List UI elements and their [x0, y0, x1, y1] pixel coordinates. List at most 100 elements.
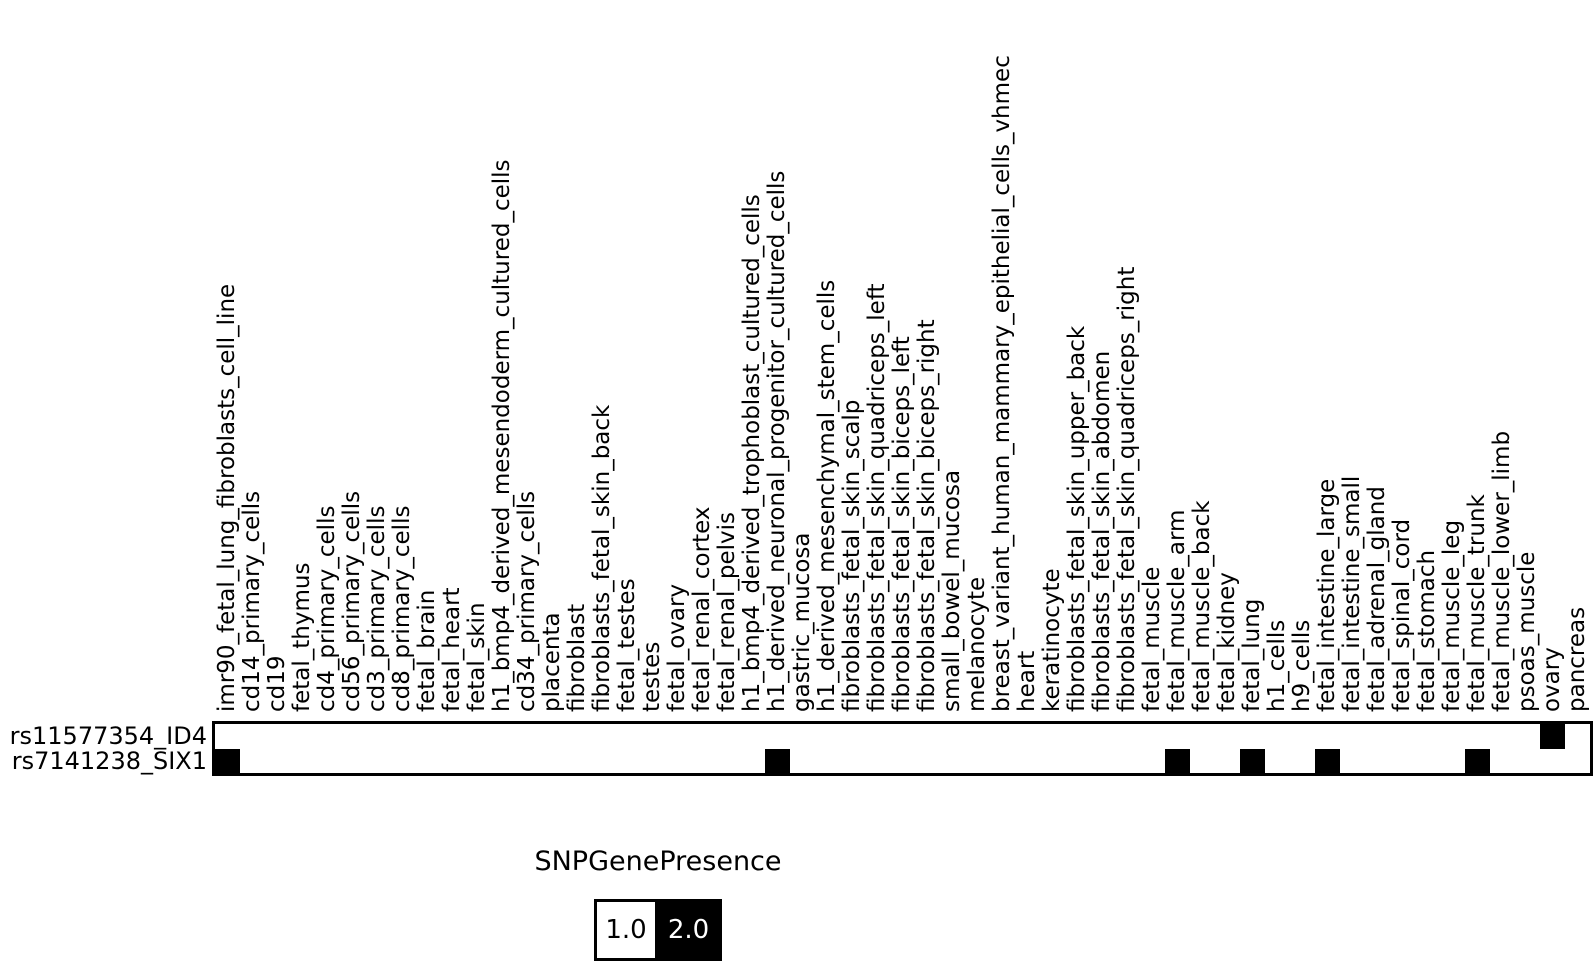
heatmap-cell [1440, 724, 1465, 749]
heatmap-cell [1365, 748, 1390, 773]
heatmap-cell [590, 724, 615, 749]
heatmap-cell [715, 748, 740, 773]
column-label: cd56_primary_cells [338, 490, 365, 712]
heatmap-cell [1490, 724, 1515, 749]
heatmap-cell [1565, 724, 1590, 749]
heatmap-cell [1090, 724, 1115, 749]
heatmap-cell [1290, 748, 1315, 773]
heatmap-cell [1165, 748, 1190, 773]
heatmap-cell [1315, 748, 1340, 773]
heatmap-cell [1315, 724, 1340, 749]
heatmap-cell [315, 724, 340, 749]
heatmap-cell [1390, 748, 1415, 773]
heatmap-cell [940, 724, 965, 749]
column-label: cd4_primary_cells [313, 505, 340, 712]
column-label: placenta [538, 612, 565, 712]
heatmap-cell [365, 724, 390, 749]
heatmap-cell [890, 724, 915, 749]
heatmap-cell [1115, 748, 1140, 773]
heatmap-cell [765, 724, 790, 749]
column-label: fetal_skin [463, 602, 490, 712]
column-label: fetal_muscle_trunk [1463, 494, 1490, 712]
heatmap-cell [665, 724, 690, 749]
column-label: fibroblasts_fetal_skin_scalp [838, 399, 865, 712]
column-label: h1_derived_mesenchymal_stem_cells [813, 279, 840, 712]
column-label: breast_variant_human_mammary_epithelial_… [988, 55, 1015, 712]
heatmap-cell [965, 724, 990, 749]
heatmap-cell [390, 748, 415, 773]
column-label: testes [638, 641, 665, 712]
column-label: psoas_muscle [1513, 551, 1540, 712]
heatmap-cell [1415, 724, 1440, 749]
column-label: fibroblasts_fetal_skin_quadriceps_right [1113, 266, 1140, 712]
column-label: fetal_ovary [663, 583, 690, 712]
heatmap-cell [1290, 724, 1315, 749]
column-label: fetal_muscle [1138, 566, 1165, 712]
heatmap-cell [540, 724, 565, 749]
column-label: fetal_kidney [1213, 572, 1240, 712]
heatmap-cell [740, 748, 765, 773]
column-label: fibroblasts_fetal_skin_upper_back [1063, 325, 1090, 712]
heatmap-cell [1265, 724, 1290, 749]
heatmap-cell [665, 748, 690, 773]
heatmap-cell [865, 724, 890, 749]
heatmap-cell [265, 724, 290, 749]
heatmap-cell [1515, 748, 1540, 773]
heatmap-cell [490, 748, 515, 773]
column-label: fetal_heart [438, 587, 465, 712]
column-label: fetal_adrenal_gland [1363, 486, 1390, 712]
heatmap-cell [840, 724, 865, 749]
heatmap-cell [1190, 748, 1215, 773]
column-label: keratinocyte [1038, 568, 1065, 712]
column-label: fetal_muscle_arm [1163, 509, 1190, 712]
column-label: pancreas [1563, 606, 1590, 712]
column-label: h1_cells [1263, 619, 1290, 712]
column-label: small_bowel_mucosa [938, 469, 965, 712]
heatmap-cell [1265, 748, 1290, 773]
heatmap-cell [465, 748, 490, 773]
column-label: fibroblasts_fetal_skin_back [588, 404, 615, 712]
legend-swatches: 1.0 2.0 [594, 899, 722, 961]
column-label: fibroblasts_fetal_skin_biceps_left [888, 336, 915, 712]
heatmap-cell [1215, 748, 1240, 773]
heatmap-cell [440, 748, 465, 773]
heatmap-cell [1040, 724, 1065, 749]
legend-swatch: 1.0 [594, 899, 658, 961]
heatmap-cell [1490, 748, 1515, 773]
column-label: fibroblasts_fetal_skin_abdomen [1088, 350, 1115, 712]
heatmap-cell [1040, 748, 1065, 773]
heatmap-cell [1015, 748, 1040, 773]
heatmap-cell [1165, 724, 1190, 749]
heatmap-cell [415, 724, 440, 749]
heatmap-cell [415, 748, 440, 773]
heatmap-cell [1390, 724, 1415, 749]
column-label: fetal_renal_pelvis [713, 511, 740, 712]
heatmap-cell [1015, 724, 1040, 749]
heatmap-cell [690, 724, 715, 749]
row-label: rs7141238_SIX1 [11, 746, 207, 775]
heatmap-cell [515, 724, 540, 749]
heatmap-cell [1465, 724, 1490, 749]
column-label: ovary [1538, 647, 1565, 712]
column-label: fetal_intestine_large [1313, 478, 1340, 712]
column-label: fibroblast [563, 603, 590, 712]
column-label: fetal_spinal_cord [1388, 518, 1415, 712]
heatmap-cell [565, 724, 590, 749]
heatmap-cell [565, 748, 590, 773]
heatmap-cell [815, 724, 840, 749]
heatmap-cell [1440, 748, 1465, 773]
heatmap-cell [765, 748, 790, 773]
heatmap-cell [365, 748, 390, 773]
heatmap-cell [290, 748, 315, 773]
heatmap-cell [1065, 724, 1090, 749]
heatmap-grid [212, 721, 1593, 776]
heatmap-cell [690, 748, 715, 773]
column-label: fibroblasts_fetal_skin_quadriceps_left [863, 283, 890, 712]
column-label: fetal_brain [413, 589, 440, 712]
heatmap-cell [1340, 724, 1365, 749]
heatmap-cell [1240, 724, 1265, 749]
heatmap-cell [640, 724, 665, 749]
heatmap-cell [715, 724, 740, 749]
column-label: cd19 [263, 655, 290, 712]
